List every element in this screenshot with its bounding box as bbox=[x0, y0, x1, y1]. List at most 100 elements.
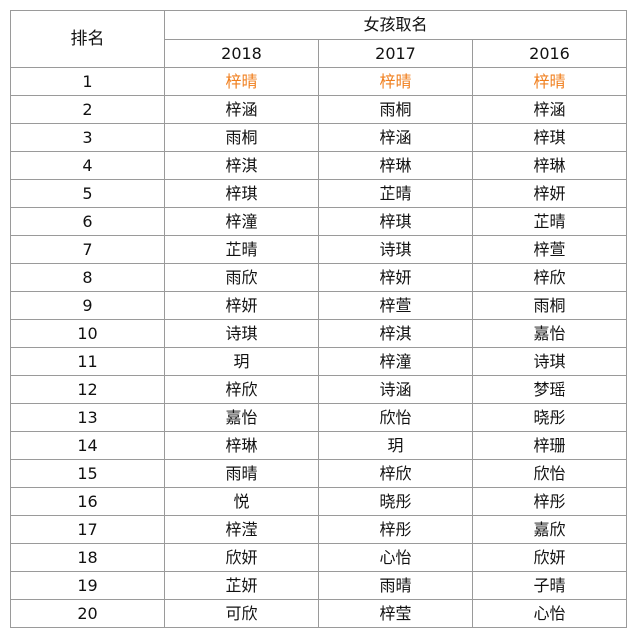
name-cell-2016: 晓彤 bbox=[472, 403, 627, 432]
name-cell-2018: 梓涵 bbox=[164, 95, 319, 124]
table-row: 15 雨晴 梓欣 欣怡 bbox=[10, 459, 627, 488]
name-cell-2018: 梓琳 bbox=[164, 431, 319, 460]
rank-cell: 16 bbox=[10, 487, 165, 516]
name-cell-2016: 嘉欣 bbox=[472, 515, 627, 544]
rank-column-header: 排名 bbox=[10, 10, 165, 68]
name-cell-2016: 芷晴 bbox=[472, 207, 627, 236]
table-row: 8 雨欣 梓妍 梓欣 bbox=[10, 263, 627, 292]
table-row: 1 梓晴 梓晴 梓晴 bbox=[10, 67, 627, 96]
table-row: 20 可欣 梓莹 心怡 bbox=[10, 599, 627, 628]
header-row-years: 2018 2017 2016 bbox=[11, 39, 627, 68]
name-cell-2016: 梓涵 bbox=[472, 95, 627, 124]
name-cell-2016: 梓彤 bbox=[472, 487, 627, 516]
rank-cell: 5 bbox=[10, 179, 165, 208]
name-cell-2018: 梓晴 bbox=[164, 67, 319, 96]
table-row: 14 梓琳玥梓珊 bbox=[10, 431, 627, 460]
rank-cell: 10 bbox=[10, 319, 165, 348]
name-cell-2016: 梓珊 bbox=[472, 431, 627, 460]
name-cell-2017: 雨晴 bbox=[318, 571, 473, 600]
rank-cell: 3 bbox=[10, 123, 165, 152]
name-cell-2016: 梓萱 bbox=[472, 235, 627, 264]
name-cell-2017: 梓涵 bbox=[318, 123, 473, 152]
name-cell-2018: 梓妍 bbox=[164, 291, 319, 320]
name-cell-2016: 欣妍 bbox=[472, 543, 627, 572]
name-cell-2018: 可欣 bbox=[164, 599, 319, 628]
rank-cell: 2 bbox=[10, 95, 165, 124]
name-cell-2016: 梓欣 bbox=[472, 263, 627, 292]
table-row: 5 梓琪 芷晴 梓妍 bbox=[10, 179, 627, 208]
header-row-group: 排名 女孩取名 bbox=[10, 10, 627, 68]
table-row: 7 芷晴 诗琪 梓萱 bbox=[10, 235, 627, 264]
name-cell-2017: 雨桐 bbox=[318, 95, 473, 124]
girl-names-ranking-table: 排名 女孩取名 2018 2017 2016 1 梓晴 梓晴 梓晴 2 梓涵 雨桐 梓涵 3 雨桐… bbox=[10, 10, 627, 628]
name-cell-2016: 梓妍 bbox=[472, 179, 627, 208]
name-cell-2018: 嘉怡 bbox=[164, 403, 319, 432]
name-cell-2018: 芷晴 bbox=[164, 235, 319, 264]
rank-cell: 12 bbox=[10, 375, 165, 404]
name-cell-2018: 梓琪 bbox=[164, 179, 319, 208]
rank-cell: 20 bbox=[10, 599, 165, 628]
rank-cell: 8 bbox=[10, 263, 165, 292]
table-row: 4 梓淇 梓琳 梓琳 bbox=[10, 151, 627, 180]
name-cell-2017: 心怡 bbox=[318, 543, 473, 572]
table-row: 16 悦晓彤 梓彤 bbox=[10, 487, 627, 516]
table-row: 10 诗琪 梓淇 嘉怡 bbox=[10, 319, 627, 348]
table-body: 1 梓晴 梓晴 梓晴 2 梓涵 雨桐 梓涵 3 雨桐 梓涵 梓琪 4 梓淇 梓琳 梓琳 5 梓琪 芷晴 梓妍 6 梓潼 梓琪… bbox=[10, 67, 627, 628]
year-header-2018: 2018 bbox=[164, 39, 319, 68]
name-cell-2017: 梓淇 bbox=[318, 319, 473, 348]
rank-cell: 9 bbox=[10, 291, 165, 320]
name-cell-2017: 诗涵 bbox=[318, 375, 473, 404]
rank-cell: 7 bbox=[10, 235, 165, 264]
name-cell-2016: 雨桐 bbox=[472, 291, 627, 320]
name-cell-2017: 梓莹 bbox=[318, 599, 473, 628]
rank-cell: 1 bbox=[10, 67, 165, 96]
name-cell-2017: 梓妍 bbox=[318, 263, 473, 292]
name-cell-2018: 梓欣 bbox=[164, 375, 319, 404]
table-row: 2 梓涵 雨桐 梓涵 bbox=[10, 95, 627, 124]
table-row: 3 雨桐 梓涵 梓琪 bbox=[10, 123, 627, 152]
name-cell-2018: 梓潼 bbox=[164, 207, 319, 236]
name-cell-2017: 梓彤 bbox=[318, 515, 473, 544]
table-row: 19 芷妍 雨晴 子晴 bbox=[10, 571, 627, 600]
table-row: 11 玥梓潼 诗琪 bbox=[10, 347, 627, 376]
name-cell-2018: 诗琪 bbox=[164, 319, 319, 348]
name-cell-2016: 梓晴 bbox=[472, 67, 627, 96]
name-cell-2017: 诗琪 bbox=[318, 235, 473, 264]
name-cell-2016: 嘉怡 bbox=[472, 319, 627, 348]
table-header: 排名 女孩取名 2018 2017 2016 bbox=[10, 10, 627, 68]
rank-cell: 13 bbox=[10, 403, 165, 432]
name-cell-2016: 欣怡 bbox=[472, 459, 627, 488]
name-cell-2018: 欣妍 bbox=[164, 543, 319, 572]
name-cell-2017: 梓晴 bbox=[318, 67, 473, 96]
name-cell-2018: 雨桐 bbox=[164, 123, 319, 152]
name-cell-2018: 悦 bbox=[164, 487, 319, 516]
name-cell-2016: 诗琪 bbox=[472, 347, 627, 376]
table-row: 13 嘉怡 欣怡 晓彤 bbox=[10, 403, 627, 432]
rank-cell: 4 bbox=[10, 151, 165, 180]
year-header-2016: 2016 bbox=[472, 39, 627, 68]
name-cell-2018: 雨欣 bbox=[164, 263, 319, 292]
name-cell-2018: 梓淇 bbox=[164, 151, 319, 180]
name-cell-2016: 心怡 bbox=[472, 599, 627, 628]
name-cell-2017: 晓彤 bbox=[318, 487, 473, 516]
name-cell-2017: 芷晴 bbox=[318, 179, 473, 208]
rank-cell: 17 bbox=[10, 515, 165, 544]
name-cell-2017: 欣怡 bbox=[318, 403, 473, 432]
name-cell-2018: 梓滢 bbox=[164, 515, 319, 544]
name-cell-2017: 梓琪 bbox=[318, 207, 473, 236]
name-cell-2017: 梓萱 bbox=[318, 291, 473, 320]
name-cell-2018: 芷妍 bbox=[164, 571, 319, 600]
name-cell-2017: 梓琳 bbox=[318, 151, 473, 180]
girl-names-group-header: 女孩取名 bbox=[164, 10, 627, 40]
name-cell-2017: 梓潼 bbox=[318, 347, 473, 376]
name-cell-2018: 玥 bbox=[164, 347, 319, 376]
table-row: 9 梓妍 梓萱 雨桐 bbox=[10, 291, 627, 320]
rank-cell: 14 bbox=[10, 431, 165, 460]
table-row: 18 欣妍 心怡 欣妍 bbox=[10, 543, 627, 572]
rank-cell: 6 bbox=[10, 207, 165, 236]
name-cell-2016: 子晴 bbox=[472, 571, 627, 600]
rank-cell: 11 bbox=[10, 347, 165, 376]
name-cell-2017: 梓欣 bbox=[318, 459, 473, 488]
rank-cell: 18 bbox=[10, 543, 165, 572]
name-cell-2018: 雨晴 bbox=[164, 459, 319, 488]
